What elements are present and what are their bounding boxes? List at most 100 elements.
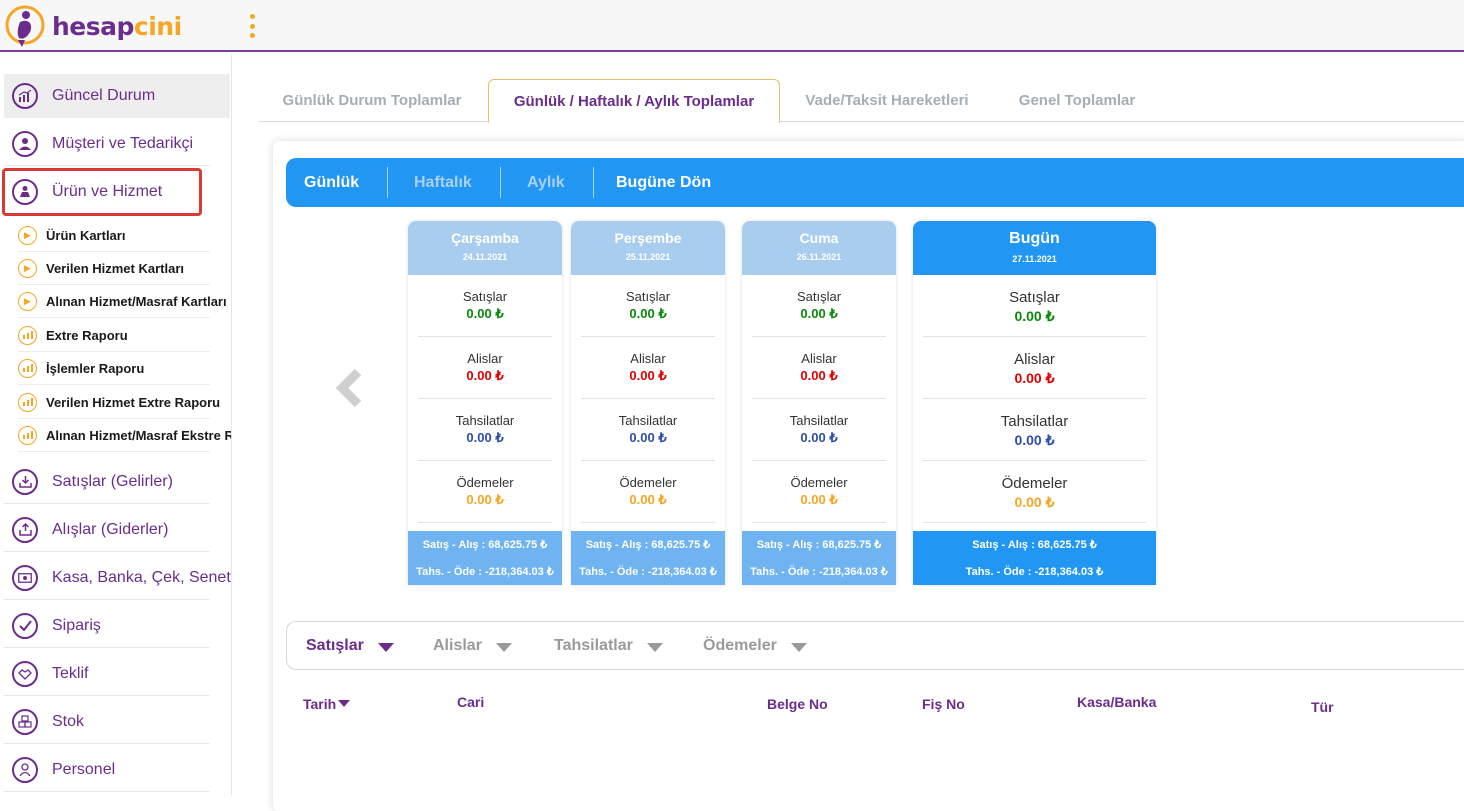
sidebar: Güncel Durum Müşteri ve Tedarikçi Ürün v…: [0, 54, 232, 795]
stat-label: Ödemeler: [1001, 475, 1068, 492]
subitem-alinan-hizmet[interactable]: ▶ Alınan Hizmet/Masraf Kartları: [18, 285, 227, 318]
stat-value: 0.00 ₺: [1014, 370, 1055, 386]
tab-vade-taksit[interactable]: Vade/Taksit Hareketleri: [805, 92, 969, 109]
stat-value: 0.00 ₺: [629, 492, 667, 507]
sidebar-item-urun-hizmet[interactable]: Ürün ve Hizmet: [2, 168, 202, 216]
logo[interactable]: hesapcini: [4, 4, 182, 48]
subitem-extre-raporu[interactable]: Extre Raporu: [18, 319, 210, 352]
column-header-account[interactable]: Cari: [457, 694, 485, 710]
subitem-islemler-raporu[interactable]: İşlemler Raporu: [18, 352, 210, 385]
subitem-urun-kartlari[interactable]: ▶ Ürün Kartları: [18, 219, 210, 252]
boxes-icon: [12, 708, 38, 735]
day-name: Cuma: [799, 230, 839, 246]
stat-value: 0.00 ₺: [1014, 494, 1055, 510]
stat-collections: Tahsilatlar 0.00 ₺: [418, 399, 552, 461]
period-weekly-button[interactable]: Haftalık: [414, 173, 472, 191]
filter-sales-dropdown[interactable]: Satışlar: [306, 622, 394, 669]
stat-label: Alislar: [801, 351, 837, 366]
day-date: 24.11.2021: [462, 252, 508, 262]
subitem-verilen-extre[interactable]: Verilen Hizmet Extre Raporu: [18, 386, 220, 419]
column-header-type[interactable]: Tür: [1311, 699, 1334, 715]
stat-label: Satışlar: [796, 289, 842, 304]
column-header-cash-bank[interactable]: Kasa/Banka: [1077, 694, 1157, 710]
stat-label: Satışlar: [1009, 289, 1060, 306]
sidebar-item-musteri[interactable]: Müşteri ve Tedarikçi: [4, 122, 210, 166]
sidebar-item-satislar[interactable]: Satışlar (Gelirler): [4, 460, 210, 504]
stat-payments: Ödemeler 0.00 ₺: [418, 461, 552, 523]
stat-payments: Ödemeler 0.00 ₺: [752, 461, 886, 523]
period-monthly-button[interactable]: Aylık: [527, 173, 565, 191]
product-icon: [12, 178, 38, 205]
subitem-label: İşlemler Raporu: [46, 360, 145, 376]
column-label: Tarih: [303, 696, 337, 712]
play-icon: ▶: [18, 258, 37, 278]
sidebar-item-personel[interactable]: Personel: [4, 748, 210, 792]
play-icon: ▶: [18, 291, 37, 311]
filter-collections-dropdown[interactable]: Tahsilatlar: [554, 622, 663, 669]
sidebar-item-label: Müşteri ve Tedarikçi: [52, 134, 194, 152]
day-footer: Satış - Alış : 68,625.75 ₺ Tahs. - Öde :…: [571, 531, 725, 585]
user-icon: [12, 130, 38, 157]
filter-purchases-dropdown[interactable]: Alislar: [433, 622, 512, 669]
day-footer: Satış - Alış : 68,625.75 ₺ Tahs. - Öde :…: [913, 531, 1156, 585]
period-today-button[interactable]: Bugüne Dön: [616, 173, 712, 191]
column-header-receipt-no[interactable]: Fiş No: [922, 696, 965, 712]
sidebar-item-kasa-banka[interactable]: Kasa, Banka, Çek, Senet: [4, 556, 231, 600]
logo-text: hesapcini: [52, 11, 182, 41]
filter-label: Ödemeler: [703, 636, 777, 654]
stat-purchases: Alislar 0.00 ₺: [418, 337, 552, 399]
chevron-left-icon[interactable]: [330, 366, 370, 410]
stat-value: 0.00 ₺: [466, 492, 504, 507]
stat-value: 0.00 ₺: [629, 306, 667, 321]
day-card-today[interactable]: Bugün 27.11.2021 Satışlar 0.00 ₺ Alislar 0…: [913, 221, 1156, 585]
column-header-doc-no[interactable]: Belge No: [767, 696, 828, 712]
day-card[interactable]: Perşembe 25.11.2021 Satışlar 0.00 ₺ Alisl…: [571, 221, 725, 585]
tab-gunluk-durum[interactable]: Günlük Durum Toplamlar: [282, 92, 462, 109]
day-footer: Satış - Alış : 68,625.75 ₺ Tahs. - Öde :…: [742, 531, 896, 585]
period-daily-button[interactable]: Günlük: [304, 173, 360, 191]
stat-label: Tahsilatlar: [618, 413, 678, 428]
check-icon: [12, 612, 38, 639]
subitem-alinan-ekstre[interactable]: Alınan Hizmet/Masraf Ekstre Raporu: [18, 419, 231, 452]
stat-value: 0.00 ₺: [466, 368, 504, 383]
subitem-label: Ürün Kartları: [46, 227, 126, 243]
tab-gunluk-haftalik-aylik[interactable]: Günlük / Haftalık / Aylık Toplamlar: [488, 79, 780, 123]
net-sales: Satış - Alış : 68,625.75 ₺: [422, 539, 548, 551]
sidebar-item-stok[interactable]: Stok: [4, 700, 210, 744]
stat-purchases: Alislar 0.00 ₺: [923, 337, 1146, 399]
stat-value: 0.00 ₺: [800, 430, 838, 445]
day-card[interactable]: Cuma 26.11.2021 Satışlar 0.00 ₺ Alislar 0.…: [742, 221, 896, 585]
sidebar-item-label: Ürün ve Hizmet: [52, 182, 163, 200]
stat-label: Alislar: [1014, 351, 1055, 368]
inbox-download-icon: [12, 468, 38, 495]
sidebar-item-alislar[interactable]: Alışlar (Giderler): [4, 508, 210, 552]
tab-genel-toplamlar[interactable]: Genel Toplamlar: [1018, 92, 1136, 109]
subitem-label: Alınan Hizmet/Masraf Kartları: [46, 293, 227, 309]
sidebar-item-guncel-durum[interactable]: Güncel Durum: [4, 74, 230, 118]
sidebar-item-label: Personel: [52, 760, 116, 778]
sidebar-item-siparis[interactable]: Sipariş: [4, 604, 210, 648]
sidebar-item-label: Sipariş: [52, 616, 101, 634]
subitem-verilen-hizmet[interactable]: ▶ Verilen Hizmet Kartları: [18, 252, 210, 285]
stat-label: Alislar: [467, 351, 503, 366]
stat-value: 0.00 ₺: [1014, 308, 1055, 324]
stat-label: Satışlar: [462, 289, 508, 304]
sidebar-item-label: Satışlar (Gelirler): [52, 472, 173, 490]
sidebar-item-teklif[interactable]: Teklif: [4, 652, 210, 696]
report-icon: [18, 325, 37, 345]
day-footer: Satış - Alış : 68,625.75 ₺ Tahs. - Öde :…: [408, 531, 562, 585]
day-name: Çarşamba: [451, 230, 519, 246]
more-menu-icon[interactable]: [246, 14, 258, 38]
day-header: Perşembe 25.11.2021: [571, 221, 725, 275]
day-header: Bugün 27.11.2021: [913, 221, 1156, 275]
stat-value: 0.00 ₺: [800, 306, 838, 321]
stat-purchases: Alislar 0.00 ₺: [752, 337, 886, 399]
filter-payments-dropdown[interactable]: Ödemeler: [703, 622, 807, 669]
filter-label: Satışlar: [306, 636, 364, 654]
subitem-label: Verilen Hizmet Kartları: [46, 260, 184, 276]
column-header-date[interactable]: Tarih: [303, 696, 351, 712]
stat-label: Satışlar: [625, 289, 671, 304]
report-icon: [18, 425, 37, 445]
stat-sales: Satışlar 0.00 ₺: [418, 275, 552, 337]
day-card[interactable]: Çarşamba 24.11.2021 Satışlar 0.00 ₺ Alisl…: [408, 221, 562, 585]
